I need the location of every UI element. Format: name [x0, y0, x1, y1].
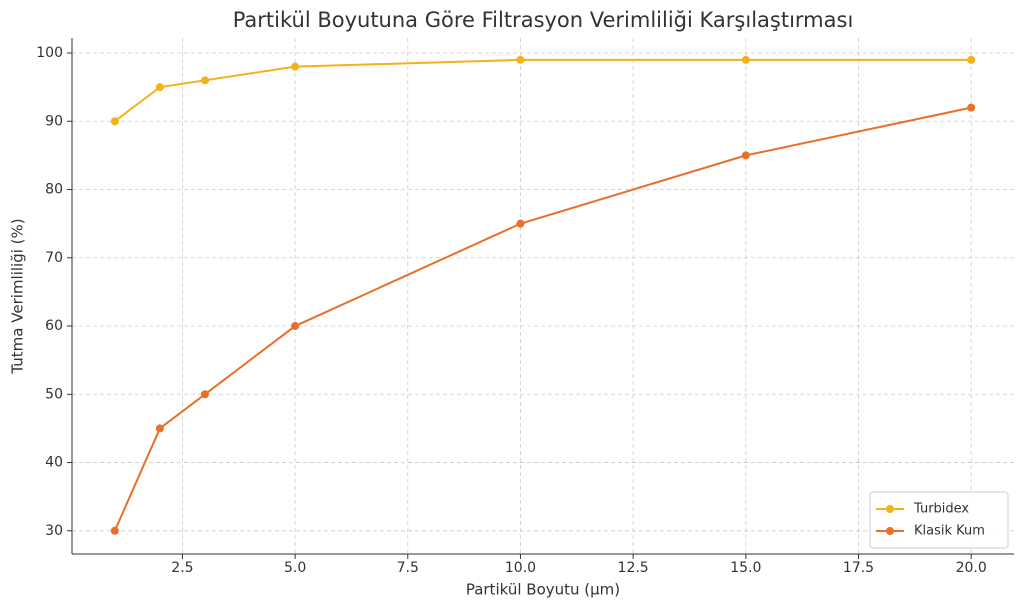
data-point	[110, 117, 119, 126]
legend-marker	[886, 505, 894, 513]
x-tick-label: 5.0	[284, 560, 306, 576]
y-tick-label: 30	[45, 523, 63, 539]
data-point	[291, 62, 300, 71]
y-axis-label: Tutma Verimliliği (%)	[9, 218, 27, 374]
series-line	[114, 58, 972, 123]
y-tick-label: 80	[45, 182, 63, 198]
data-point	[967, 55, 976, 64]
x-tick-label: 15.0	[730, 560, 761, 576]
y-tick-label: 40	[45, 455, 63, 471]
y-tick-label: 60	[45, 318, 63, 334]
data-point	[291, 322, 300, 331]
x-tick-label: 20.0	[956, 560, 987, 576]
legend-label: Turbidex	[913, 502, 969, 517]
y-tick-label: 50	[45, 386, 63, 402]
x-tick-label: 12.5	[618, 560, 649, 576]
data-point	[200, 76, 209, 85]
x-tick-label: 7.5	[397, 560, 419, 576]
data-point	[741, 151, 750, 160]
y-tick-label: 70	[45, 250, 63, 266]
chart-title: Partikül Boyutuna Göre Filtrasyon Veriml…	[233, 8, 854, 32]
x-axis-label: Partikül Boyutu (µm)	[466, 581, 620, 599]
data-point	[110, 526, 119, 535]
legend-label: Klasik Kum	[914, 524, 985, 539]
data-point	[200, 390, 209, 399]
data-point	[155, 424, 164, 433]
x-tick-label: 10.0	[505, 560, 536, 576]
data-point	[155, 83, 164, 92]
legend-box	[869, 491, 1009, 549]
y-tick-label: 90	[45, 113, 63, 129]
x-tick-label: 2.5	[171, 560, 193, 576]
x-tick-label: 17.5	[843, 560, 874, 576]
series-line	[113, 106, 972, 532]
data-point	[741, 55, 750, 64]
data-point	[516, 219, 525, 228]
data-point	[516, 55, 525, 64]
data-point	[967, 103, 976, 112]
legend-marker	[886, 527, 894, 535]
y-tick-label: 100	[36, 45, 63, 61]
